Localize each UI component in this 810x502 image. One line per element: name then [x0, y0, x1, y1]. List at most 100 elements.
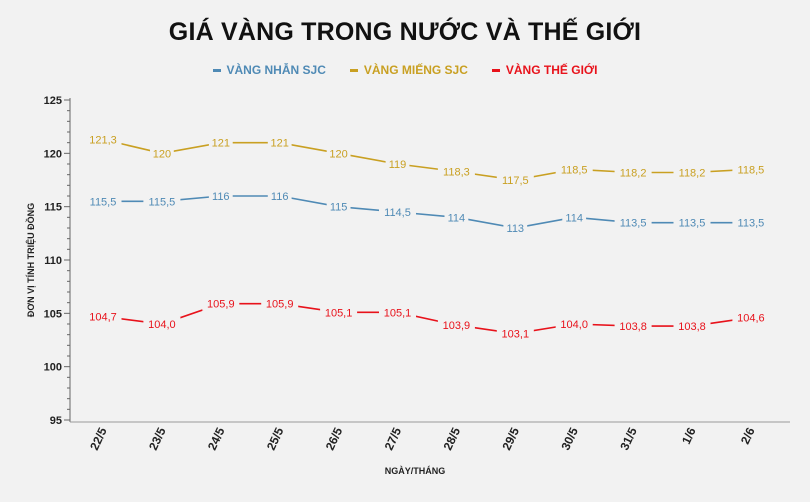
data-label-bg — [673, 215, 711, 230]
x-tick-label: 26/5 — [323, 425, 346, 452]
data-label: 121 — [271, 138, 289, 150]
data-label: 118,5 — [738, 164, 765, 176]
data-label-bg — [496, 326, 534, 341]
y-tick-label: 120 — [44, 148, 62, 160]
y-tick-label: 110 — [44, 255, 62, 267]
data-label-bg — [385, 157, 410, 171]
x-axis-label: NGÀY/THÁNG — [385, 466, 446, 476]
data-label: 114 — [565, 212, 583, 224]
x-tick-label: 25/5 — [264, 425, 287, 452]
data-label-bg — [150, 146, 174, 161]
data-label: 114,5 — [384, 207, 411, 219]
data-label-bg — [320, 305, 358, 320]
x-tick-label: 30/5 — [558, 425, 581, 452]
data-label: 115,5 — [149, 196, 176, 208]
x-tick-label: 23/5 — [146, 425, 169, 452]
data-label: 121,3 — [89, 134, 117, 146]
data-label: 120 — [153, 148, 171, 160]
data-label: 118,3 — [443, 166, 470, 178]
data-label-bg — [143, 194, 181, 209]
data-label: 119 — [389, 159, 407, 171]
data-label-bg — [379, 205, 416, 219]
data-label-bg — [673, 165, 711, 180]
data-label-bg — [732, 215, 770, 230]
data-label: 113,5 — [738, 218, 765, 230]
data-label: 103,8 — [619, 321, 647, 333]
data-label: 103,8 — [678, 321, 706, 333]
data-label: 104,7 — [89, 312, 117, 324]
data-label-bg — [614, 319, 652, 334]
legend-label: VÀNG THẾ GIỚI — [505, 63, 598, 77]
legend-label: VÀNG NHẪN SJC — [226, 63, 326, 77]
data-label-bg — [614, 215, 652, 230]
series-line-2 — [102, 138, 751, 181]
data-label-bg — [84, 309, 122, 324]
y-axis-label: ĐƠN VỊ TÍNH TRIỆU ĐỒNG — [25, 203, 36, 317]
legend-item-vang-the-gioi: VÀNG THẾ GIỚI — [491, 63, 598, 77]
data-label: 105,1 — [384, 307, 412, 319]
series-line-3 — [102, 302, 752, 335]
y-tick-label: 105 — [44, 308, 62, 320]
y-tick-label: 95 — [50, 415, 62, 427]
data-label: 104,0 — [148, 319, 176, 331]
x-tick-label: 22/5 — [87, 425, 110, 452]
data-label-bg — [208, 135, 233, 150]
y-tick-label: 115 — [44, 202, 62, 214]
data-label: 120 — [329, 148, 347, 160]
data-label-bg — [732, 162, 770, 177]
data-label: 105,9 — [266, 299, 294, 311]
data-label: 117,5 — [502, 175, 529, 187]
x-tick-label: 24/5 — [205, 425, 228, 452]
x-tick-label: 31/5 — [617, 425, 640, 452]
y-tick-label: 125 — [44, 95, 62, 107]
data-label: 116 — [271, 191, 289, 203]
data-label-bg — [444, 210, 469, 225]
legend-label: VÀNG MIẾNG SJC — [363, 63, 468, 77]
data-label: 104,0 — [560, 319, 588, 331]
legend-item-vang-mieng-sjc: VÀNG MIẾNG SJC — [349, 63, 468, 77]
data-label: 104,6 — [737, 313, 765, 325]
y-tick-label: 100 — [44, 362, 62, 374]
data-label-bg — [437, 164, 475, 179]
data-label: 118,2 — [679, 168, 706, 180]
data-label: 103,1 — [502, 329, 530, 341]
data-label: 103,9 — [443, 320, 471, 332]
data-label-bg — [84, 132, 122, 147]
data-label-bg — [208, 189, 233, 203]
data-label-bg — [437, 318, 475, 333]
data-label: 121 — [212, 138, 230, 150]
data-label: 118,2 — [620, 168, 647, 180]
data-label: 105,9 — [207, 299, 235, 311]
data-label: 114 — [448, 212, 466, 224]
data-label-bg — [326, 146, 351, 161]
data-label-bg — [379, 305, 416, 320]
data-label-bg — [143, 317, 181, 331]
data-label: 113,5 — [620, 218, 647, 230]
x-tick-label: 2/6 — [738, 425, 758, 446]
data-label-bg — [562, 210, 587, 225]
legend-swatch — [491, 68, 500, 72]
data-label: 118,5 — [561, 164, 588, 176]
data-label-bg — [673, 319, 711, 334]
data-label-bg — [732, 310, 770, 325]
chart-title: GIÁ VÀNG TRONG NƯỚC VÀ THẾ GIỚI — [168, 18, 642, 46]
data-label-bg — [261, 296, 299, 311]
data-label: 113,5 — [679, 218, 706, 230]
data-label-bg — [555, 162, 593, 177]
data-label-bg — [496, 173, 534, 187]
legend-item-vang-nhan-sjc: VÀNG NHẪN SJC — [212, 63, 326, 77]
data-label: 116 — [212, 191, 230, 203]
legend-swatch — [349, 68, 358, 72]
data-label: 115,5 — [90, 196, 117, 208]
data-label-bg — [326, 199, 351, 214]
data-label-bg — [555, 317, 593, 331]
data-label-bg — [267, 189, 292, 203]
x-tick-label: 1/6 — [679, 425, 699, 446]
data-label-bg — [202, 296, 240, 311]
data-label: 113 — [507, 223, 525, 235]
x-tick-label: 28/5 — [441, 425, 464, 452]
data-label-bg — [84, 194, 122, 209]
legend-swatch — [212, 68, 221, 72]
data-label-bg — [503, 221, 528, 235]
